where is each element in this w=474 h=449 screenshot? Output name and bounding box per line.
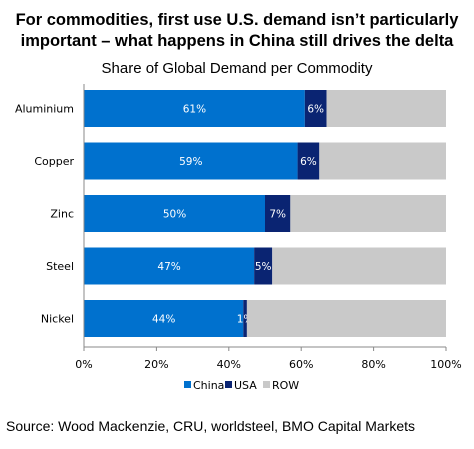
category-label-zinc: Zinc xyxy=(50,208,74,221)
category-label-steel: Steel xyxy=(46,260,74,273)
category-label-aluminium: Aluminium xyxy=(15,103,74,116)
bar-china-nickel xyxy=(84,300,244,337)
data-label-china-copper: 59% xyxy=(179,156,202,168)
x-tick-label: 80% xyxy=(361,358,385,371)
x-tick-label: 60% xyxy=(289,358,313,371)
bar-row-zinc xyxy=(290,195,446,232)
x-tick-label: 40% xyxy=(217,358,241,371)
bar-usa-steel xyxy=(254,247,273,285)
data-label-usa-steel: 5% xyxy=(255,261,272,273)
x-tick-label: 100% xyxy=(430,358,461,371)
bar-usa-nickel xyxy=(243,300,247,337)
chart-headline: For commodities, first use U.S. demand i… xyxy=(15,11,459,50)
bar-usa-copper xyxy=(297,142,320,180)
data-label-usa-zinc: 7% xyxy=(269,209,286,221)
legend-swatch-china xyxy=(184,381,191,388)
legend-label-usa: USA xyxy=(234,379,257,392)
bar-row-steel xyxy=(272,247,446,285)
data-label-china-zinc: 50% xyxy=(163,209,186,221)
bar-china-aluminium xyxy=(84,90,305,127)
legend-label-row: ROW xyxy=(272,379,299,392)
bar-row-aluminium xyxy=(326,90,446,127)
bar-china-copper xyxy=(84,142,298,180)
category-label-nickel: Nickel xyxy=(41,313,74,326)
source-note: Source: Wood Mackenzie, CRU, worldsteel,… xyxy=(6,418,415,434)
x-tick-label: 0% xyxy=(75,358,92,371)
data-label-china-aluminium: 61% xyxy=(183,104,206,116)
legend-label-china: China xyxy=(193,379,224,392)
bar-usa-zinc xyxy=(265,195,291,232)
legend-swatch-usa xyxy=(225,381,232,388)
chart-title: Share of Global Demand per Commodity xyxy=(101,60,373,77)
data-label-usa-copper: 6% xyxy=(300,156,317,168)
data-label-china-steel: 47% xyxy=(157,261,180,273)
category-label-copper: Copper xyxy=(34,155,74,168)
bar-china-zinc xyxy=(84,195,265,232)
x-tick-label: 20% xyxy=(144,358,168,371)
data-label-usa-aluminium: 6% xyxy=(307,104,324,116)
bar-row-nickel xyxy=(246,300,446,337)
bar-usa-aluminium xyxy=(304,90,327,127)
data-label-china-nickel: 44% xyxy=(152,314,175,326)
bar-row-copper xyxy=(319,142,446,180)
legend-swatch-row xyxy=(263,381,270,388)
bar-china-steel xyxy=(84,247,255,285)
